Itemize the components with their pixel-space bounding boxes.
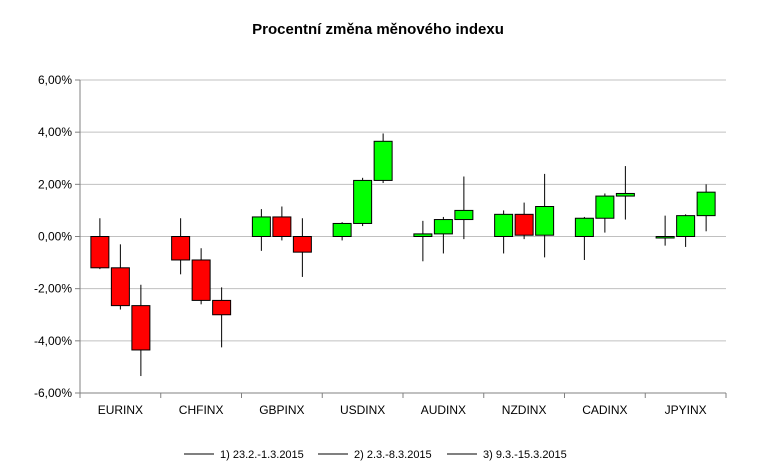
candle-body [213, 300, 231, 314]
legend-item: 2) 2.3.-8.3.2015 [318, 449, 432, 461]
candle [616, 166, 634, 219]
y-tick-label: 4,00% [38, 125, 72, 139]
candle [252, 209, 270, 251]
candle [273, 207, 291, 241]
x-tick-label: USDINX [340, 403, 385, 417]
candle-body [596, 196, 614, 218]
candle-body [252, 217, 270, 237]
candle [91, 218, 109, 269]
x-axis-ticks: EURINX CHFINX GBPINX USDINX AUDINX NZDINX CADI… [98, 403, 707, 417]
chart-title: Procentní změna měnového indexu [252, 21, 504, 38]
legend-item: 1) 23.2.-1.3.2015 [184, 449, 304, 461]
legend-label: 3) 9.3.-15.3.2015 [483, 449, 567, 461]
candle-body [536, 207, 554, 236]
x-tick-label: GBPINX [259, 403, 304, 417]
candle-body [273, 217, 291, 237]
candle [515, 203, 533, 240]
candle-body [354, 180, 372, 223]
candle [575, 217, 593, 260]
y-axis-ticks: 6,00% 4,00% 2,00% 0,00% -2,00% -4,00% -6,00% [34, 73, 72, 400]
legend: 1) 23.2.-1.3.2015 2) 2.3.-8.3.2015 3) 9.3.… [184, 449, 567, 461]
x-tick-label: JPYINX [665, 403, 707, 417]
candle-body [677, 216, 695, 237]
candle [293, 218, 311, 277]
candle [414, 221, 432, 261]
x-tick-label: CADINX [582, 403, 627, 417]
candle-body [434, 220, 452, 234]
candle-body [616, 193, 634, 196]
candles [91, 133, 715, 376]
y-tick-label: 6,00% [38, 73, 72, 87]
candle [374, 133, 392, 183]
y-tick-label: 0,00% [38, 230, 72, 244]
y-tick-label: -2,00% [34, 282, 72, 296]
candle-body [192, 260, 210, 300]
candle [536, 174, 554, 257]
x-tick-label: AUDINX [421, 403, 466, 417]
candle-body [91, 237, 109, 268]
candle [111, 244, 129, 309]
candle-body [455, 210, 473, 219]
candle-body [697, 192, 715, 215]
candle-body [575, 218, 593, 236]
candle [697, 184, 715, 231]
y-tick-label: -4,00% [34, 334, 72, 348]
y-tick-label: 2,00% [38, 177, 72, 191]
candle [132, 285, 150, 376]
y-tick-label: -6,00% [34, 386, 72, 400]
candle-body [172, 237, 190, 260]
candle [192, 248, 210, 304]
candle [172, 218, 190, 274]
candle [596, 193, 614, 232]
candle-body [495, 214, 513, 236]
x-tick-label: CHFINX [179, 403, 224, 417]
candle [656, 216, 674, 246]
candle [354, 178, 372, 226]
candle-body [414, 234, 432, 237]
x-tick-label: EURINX [98, 403, 143, 417]
candle [677, 214, 695, 247]
candle [495, 210, 513, 253]
candle-body [132, 306, 150, 350]
candle-body [374, 141, 392, 180]
x-tick-label: NZDINX [502, 403, 547, 417]
candle-body [293, 237, 311, 253]
legend-label: 2) 2.3.-8.3.2015 [354, 449, 432, 461]
legend-label: 1) 23.2.-1.3.2015 [220, 449, 304, 461]
candle-body [515, 214, 533, 235]
candle [213, 287, 231, 347]
candle [455, 177, 473, 240]
candle [434, 217, 452, 254]
candle-body [656, 237, 674, 239]
candle-body [333, 223, 351, 236]
legend-item: 3) 9.3.-15.3.2015 [447, 449, 567, 461]
candle [333, 222, 351, 240]
candle-body [111, 268, 129, 306]
